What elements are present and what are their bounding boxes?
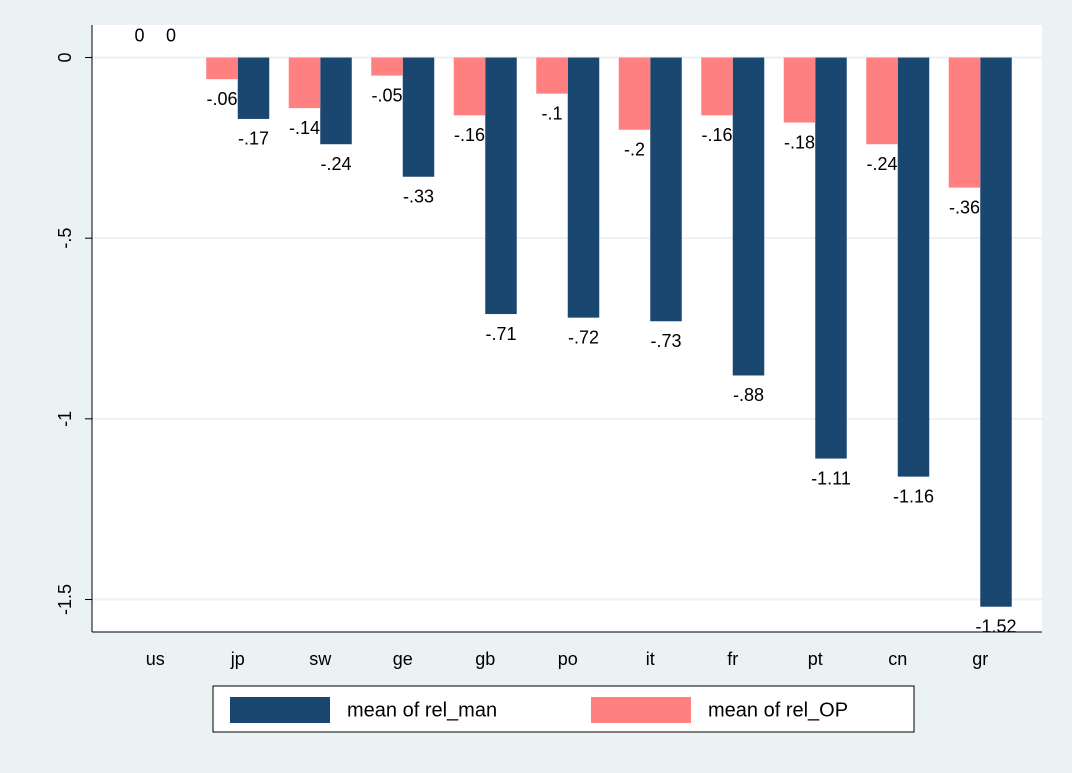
x-tick-label: cn [888,649,907,669]
bar [402,57,435,177]
bar [948,57,981,188]
bar [320,57,352,145]
bar [783,57,816,123]
value-label: -1.11 [811,468,851,488]
bar [980,57,1012,607]
value-label: -.71 [485,324,516,344]
bar [567,57,600,318]
value-label: -.24 [320,154,351,174]
x-tick-label: po [558,649,578,669]
legend-swatch [591,697,691,723]
value-label: -1.52 [975,616,1016,636]
x-tick-label: sw [309,649,332,669]
x-tick-label: it [646,649,655,669]
x-tick-label: pt [808,649,823,669]
bar [815,57,847,459]
y-tick-label: -.5 [55,228,75,249]
legend-swatch [230,697,330,723]
legend-label: mean of rel_OP [708,699,848,721]
bar [732,57,765,376]
value-label: -.73 [650,331,681,351]
value-label: -.06 [206,89,237,109]
bar [650,57,682,322]
value-label: -.36 [949,197,980,217]
y-tick-label: -1.5 [55,584,75,615]
value-label: -.05 [371,85,402,105]
bar [237,57,270,119]
bar [371,57,403,76]
value-label: -.18 [784,132,815,152]
x-tick-label: us [146,649,165,669]
value-label: -.16 [454,125,485,145]
bar [701,57,733,116]
x-tick-label: gr [972,649,988,669]
value-label: 0 [166,25,176,45]
bar [288,57,321,109]
value-label: 0 [134,25,144,45]
value-label: -.88 [733,385,764,405]
y-tick-label: -1 [55,411,75,427]
y-tick-label: 0 [55,53,75,63]
value-label: -1.16 [893,486,934,506]
value-label: -.16 [701,125,732,145]
bar [536,57,568,94]
value-label: -.1 [541,103,562,123]
bar [866,57,898,145]
x-tick-label: ge [393,649,413,669]
legend-label: mean of rel_man [347,699,497,721]
bar [206,57,238,80]
value-label: -.33 [403,187,434,207]
bar [618,57,651,130]
value-label: -.24 [866,154,897,174]
x-tick-label: gb [475,649,495,669]
bar [897,57,930,477]
value-label: -.17 [238,129,269,149]
value-label: -.2 [624,140,645,160]
value-label: -.14 [289,118,320,138]
bar [453,57,486,116]
bar [485,57,517,315]
x-tick-label: jp [230,649,245,669]
value-label: -.72 [568,327,599,347]
x-tick-label: fr [727,649,738,669]
